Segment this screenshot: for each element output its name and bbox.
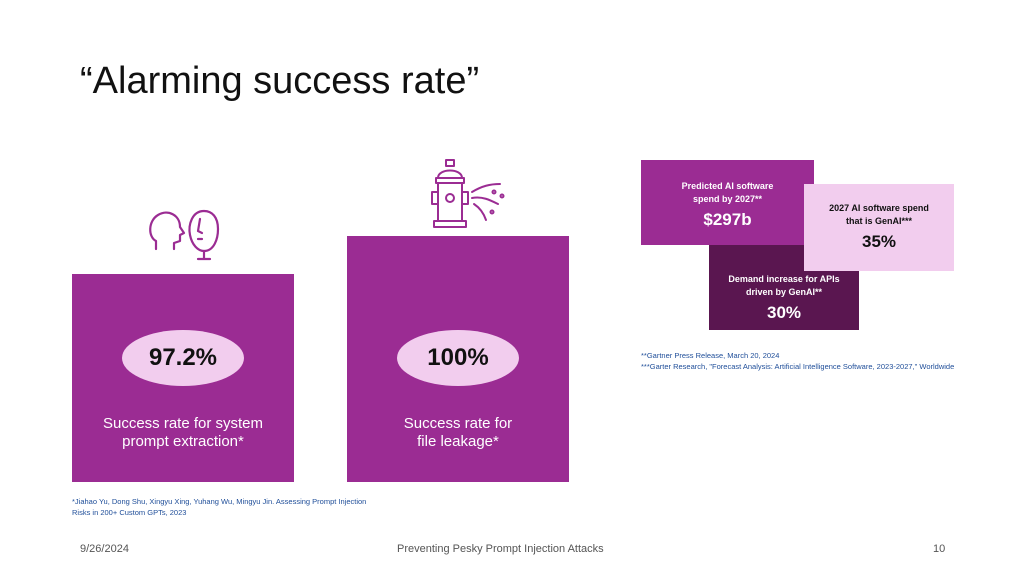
source-note: **Gartner Press Release, March 20, 2024 bbox=[641, 351, 780, 360]
slide-title: “Alarming success rate” bbox=[80, 60, 480, 102]
predicted-spend-value: $297b bbox=[703, 210, 752, 229]
footer-date: 9/26/2024 bbox=[80, 543, 129, 555]
predicted-spend-box: Predicted AI software spend by 2027** $2… bbox=[641, 160, 814, 245]
extraction-rate-label: Success rate for system prompt extractio… bbox=[102, 415, 264, 450]
file-leakage-value: 100% bbox=[397, 330, 519, 386]
source-notes: **Gartner Press Release, March 20, 2024 … bbox=[641, 350, 954, 372]
footer-title: Preventing Pesky Prompt Injection Attack… bbox=[397, 543, 604, 555]
extraction-rate-value: 97.2% bbox=[122, 330, 244, 386]
source-note: ***Garter Research, "Forecast Analysis: … bbox=[641, 362, 955, 371]
genai-share-box: 2027 AI software spend that is GenAI*** … bbox=[804, 184, 954, 271]
genai-share-value: 35% bbox=[861, 232, 897, 251]
extraction-rate-card: 97.2% Success rate for system prompt ext… bbox=[72, 274, 294, 482]
file-leakage-label: Success rate for file leakage* bbox=[403, 415, 513, 450]
citation: *Jiahao Yu, Dong Shu, Xingyu Xing, Yuhan… bbox=[72, 497, 367, 517]
fire-hydrant-icon bbox=[431, 159, 505, 228]
two-faces-icon bbox=[149, 209, 220, 261]
page-number: 10 bbox=[933, 543, 946, 555]
file-leakage-card: 100% Success rate for file leakage* bbox=[347, 236, 569, 482]
api-demand-value: 30% bbox=[766, 303, 802, 322]
api-demand-box: Demand increase for APIs driven by GenAI… bbox=[709, 245, 859, 330]
